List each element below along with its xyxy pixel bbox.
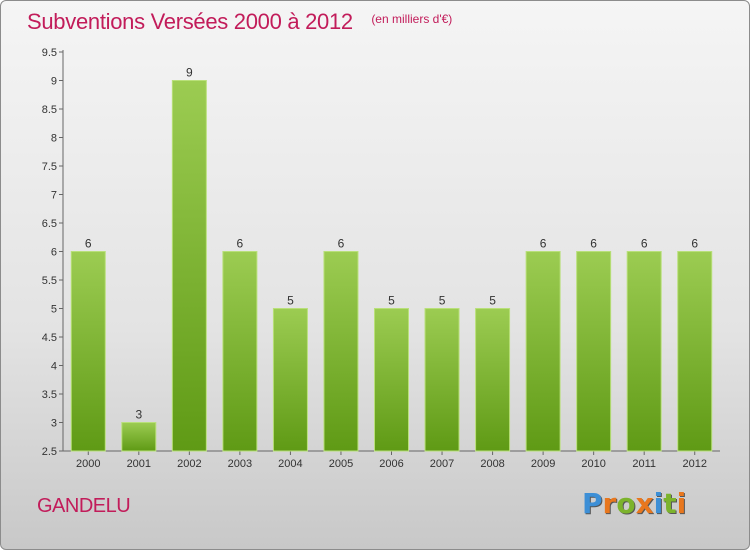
x-tick-label: 2010 (581, 458, 605, 470)
x-tick-label: 2000 (76, 458, 100, 470)
bar-2011 (626, 251, 662, 452)
bar-value-label: 6 (540, 237, 547, 251)
bar-2007 (424, 308, 460, 452)
bar-2001 (121, 422, 157, 452)
x-tick-label: 2009 (531, 458, 555, 470)
chart-subtitle: (en milliers d'€) (371, 12, 453, 26)
location-name: GANDELU (37, 495, 131, 517)
x-tick-label: 2008 (480, 458, 504, 470)
proxiti-logo: Proxiti (582, 487, 686, 520)
bar-2000 (70, 251, 106, 452)
y-tick-label: 8.5 (42, 104, 57, 116)
logo-letter: r (602, 487, 617, 520)
x-tick-label: 2003 (228, 458, 252, 470)
y-tick-label: 6 (51, 247, 57, 259)
x-tick-label: 2006 (379, 458, 403, 470)
bar-2002 (171, 80, 207, 452)
y-tick-label: 4.5 (42, 332, 57, 344)
bar-value-label: 6 (590, 237, 597, 251)
bar-2009 (525, 251, 561, 452)
bar-value-label: 5 (388, 294, 395, 308)
bar-2004 (272, 308, 308, 452)
bar-2005 (323, 251, 359, 452)
bar-value-label: 9 (186, 66, 193, 80)
bar-2012 (677, 251, 713, 452)
bar-2010 (576, 251, 612, 452)
logo-letter: i (653, 487, 664, 520)
y-tick-label: 5.5 (42, 275, 57, 287)
x-tick-label: 2002 (177, 458, 201, 470)
bar-value-label: 6 (85, 237, 92, 251)
bar-value-label: 3 (135, 408, 142, 422)
x-tick-label: 2005 (329, 458, 353, 470)
bar-value-label: 6 (338, 237, 345, 251)
x-tick-label: 2001 (127, 458, 151, 470)
y-tick-label: 6.5 (42, 218, 57, 230)
y-tick-label: 5 (51, 304, 57, 316)
x-tick-label: 2011 (632, 458, 656, 470)
bar-value-label: 5 (287, 294, 294, 308)
bar-value-label: 6 (237, 237, 244, 251)
chart-axes: 2.5 3 3.5 4 4.5 5 5.5 6 6.5 7 7.5 8 8.5 9 9.5 2000 2001 2… (42, 47, 720, 470)
y-tick-label: 8 (51, 133, 57, 145)
logo-letter: t (663, 487, 677, 520)
y-tick-label: 2.5 (42, 446, 57, 458)
bar-value-label: 5 (439, 294, 446, 308)
chart-bars: 6 3 9 6 5 6 5 5 5 6 6 6 6 (70, 66, 713, 452)
logo-letter: i (676, 487, 687, 520)
x-tick-label: 2007 (430, 458, 454, 470)
x-tick-label: 2004 (278, 458, 302, 470)
chart-header: Subventions Versées 2000 à 2012 (en mill… (27, 9, 452, 35)
bar-2006 (374, 308, 409, 452)
x-tick-label: 2012 (682, 458, 706, 470)
bar-value-label: 6 (641, 237, 648, 251)
y-tick-label: 7.5 (42, 161, 57, 173)
logo-letter: P (582, 487, 603, 520)
y-tick-label: 3 (51, 418, 57, 430)
y-tick-label: 3.5 (42, 389, 57, 401)
bar-2008 (475, 308, 511, 452)
chart-title: Subventions Versées 2000 à 2012 (27, 9, 353, 34)
bar-value-label: 5 (489, 294, 496, 308)
bar-value-label: 6 (691, 237, 698, 251)
logo-letter: x (635, 487, 654, 520)
y-tick-label: 7 (51, 190, 57, 202)
bar-2003 (222, 251, 258, 452)
y-tick-label: 9 (51, 76, 57, 88)
y-tick-label: 4 (51, 361, 57, 373)
logo-letter: o (616, 487, 636, 520)
y-tick-label: 9.5 (42, 47, 57, 59)
